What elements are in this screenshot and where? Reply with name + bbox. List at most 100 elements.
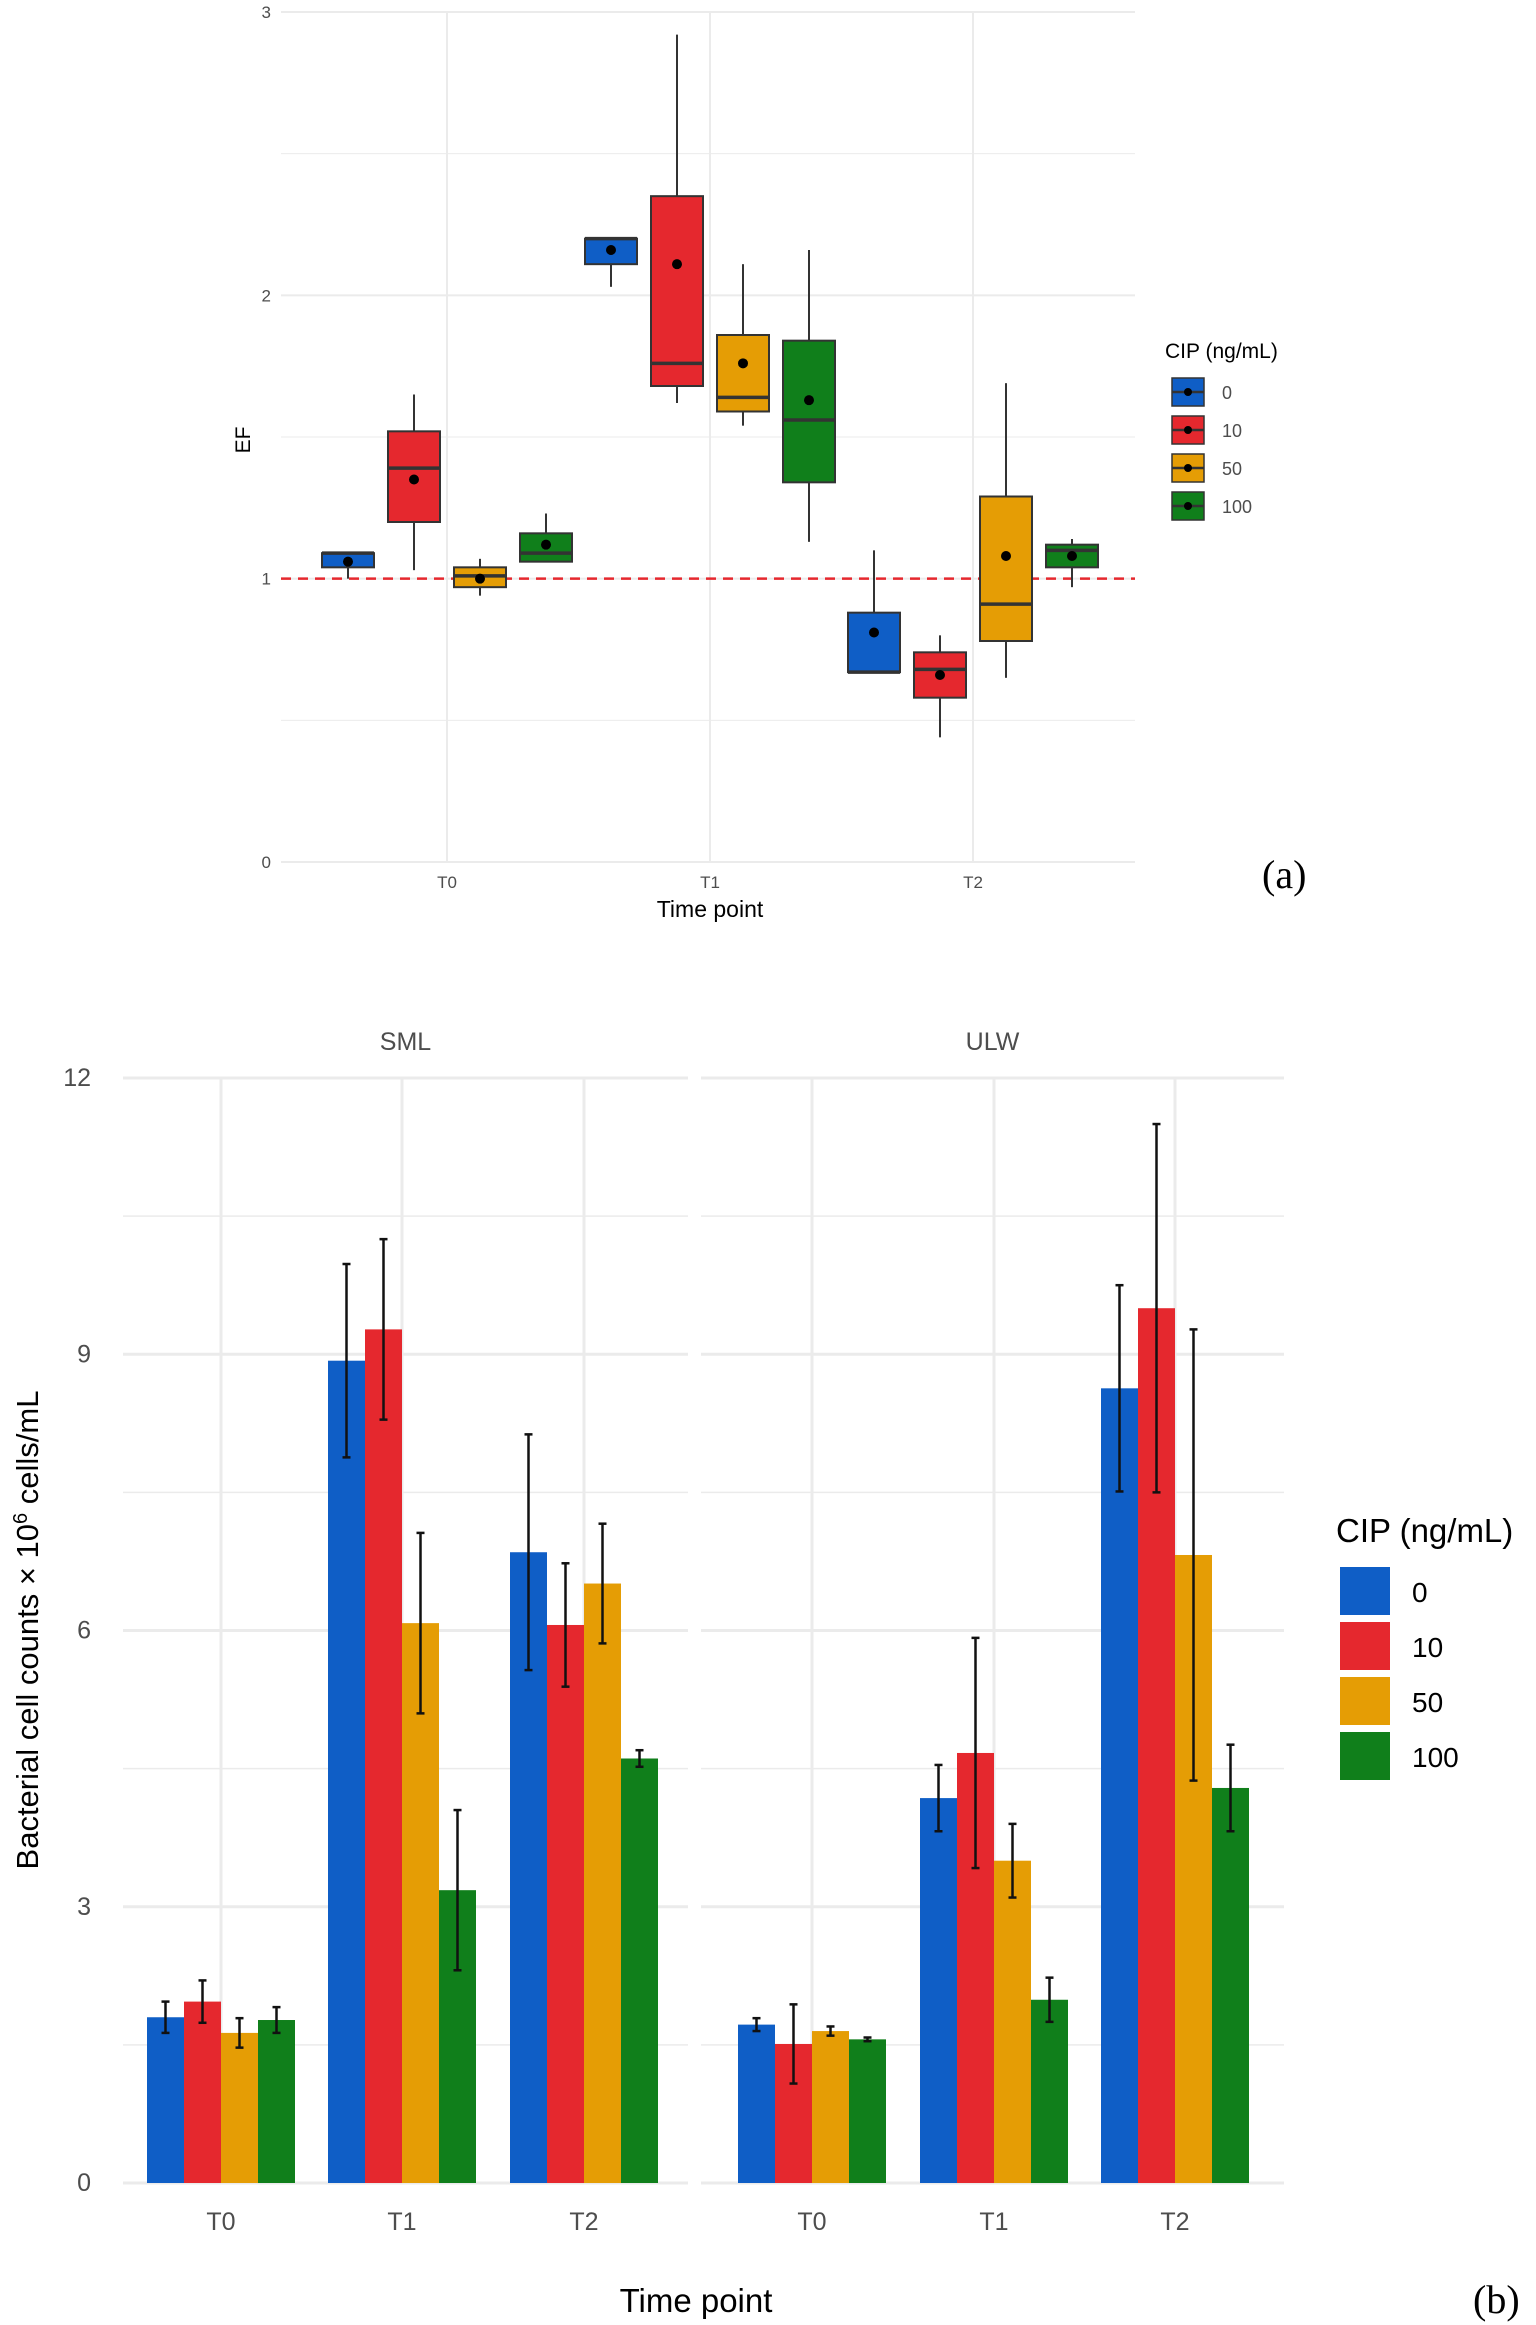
y-axis-title-main: Bacterial cell counts × 10: [10, 1524, 45, 1870]
box-0-T0: [321, 551, 375, 579]
y-axis-title: EF: [232, 427, 255, 454]
y-axis-title: Bacterial cell counts × 106 cells/mL: [10, 1391, 45, 1870]
bar-SML-T0-100: [258, 2020, 295, 2183]
box-10-T0: [387, 394, 441, 571]
error-bar: [1226, 1743, 1235, 1833]
mean-point: [1067, 551, 1077, 561]
error-bar: [598, 1522, 607, 1645]
error-bar: [789, 2003, 798, 2085]
box-body: [716, 334, 770, 413]
error-bar: [1008, 1822, 1017, 1899]
bar-SML-T0-10: [184, 2001, 221, 2183]
error-bar: [1045, 1976, 1054, 2024]
bar-SML-T1-0: [328, 1360, 365, 2183]
x-axis-title: Time point: [657, 896, 764, 922]
box-0-T1: [584, 236, 638, 287]
bar-ULW-T0-0: [738, 2024, 775, 2183]
legend-label: 50: [1412, 1687, 1443, 1718]
x-tick-label: T2: [1160, 2208, 1189, 2236]
bar-ULW-T2-100: [1212, 1787, 1249, 2183]
x-tick-label: T1: [979, 2208, 1008, 2236]
error-bar: [1115, 1283, 1124, 1493]
facet-label: SML: [380, 1028, 432, 1056]
box-body: [782, 339, 836, 484]
box-10-T2: [913, 635, 967, 738]
bar-ULW-T1-0: [920, 1798, 957, 2183]
legend-key: [1340, 1732, 1390, 1780]
x-tick-label: T0: [797, 2208, 826, 2236]
legend-title: CIP (ng/mL): [1165, 340, 1278, 363]
facet-ULW: ULW T0 T1 T2: [701, 1028, 1284, 2236]
error-bar: [826, 2025, 835, 2037]
y-tick-label: 2: [262, 286, 271, 305]
legend-label: 10: [1222, 421, 1242, 441]
x-tick-label: T2: [963, 873, 983, 892]
legend-title: CIP (ng/mL): [1336, 1512, 1513, 1549]
chart-a: 0 1 2 3 T0 T1 T2 Time point EF CIP (ng/mL) 0 10 50 10…: [232, 3, 1306, 922]
y-tick-label: 12: [63, 1064, 91, 1092]
y-tick-label: 0: [262, 853, 271, 872]
error-bar: [379, 1237, 388, 1421]
legend-key-dot: [1184, 464, 1192, 472]
box-100-T1: [782, 250, 836, 542]
mean-point: [343, 556, 353, 567]
box-body: [650, 195, 704, 387]
legend-key-dot: [1184, 426, 1192, 434]
bar-SML-T1-10: [365, 1329, 402, 2183]
error-bar: [635, 1748, 644, 1769]
legend-label: 100: [1222, 497, 1252, 517]
error-bar: [235, 2016, 244, 2049]
error-bar: [1189, 1328, 1198, 1782]
bar-ULW-T2-0: [1101, 1388, 1138, 2183]
facet-label: ULW: [966, 1028, 1020, 1056]
legend-b: CIP (ng/mL) 0 10 50 100: [1336, 1512, 1513, 1780]
legend-label: 0: [1222, 383, 1232, 403]
x-tick-label: T2: [569, 2208, 598, 2236]
error-bar: [524, 1433, 533, 1672]
mean-point: [672, 259, 682, 270]
x-tick-label: T0: [437, 873, 457, 892]
error-bar: [198, 1979, 207, 2025]
facet-SML: SML T0 T1 T2: [123, 1028, 688, 2236]
error-bar: [342, 1262, 351, 1459]
mean-point: [935, 670, 945, 680]
error-bar: [561, 1562, 570, 1688]
mean-point: [738, 358, 748, 369]
error-bar: [161, 2000, 170, 2035]
mean-point: [409, 474, 419, 485]
legend-label: 10: [1412, 1632, 1443, 1663]
bar-SML-T1-50: [402, 1623, 439, 2183]
x-tick-label: T0: [206, 2208, 235, 2236]
error-bar: [272, 2005, 281, 2035]
box-100-T2: [1045, 539, 1099, 588]
y-tick-label: 3: [77, 1893, 91, 1921]
mean-point: [606, 245, 616, 255]
y-tick-label: 3: [262, 3, 271, 22]
bar-SML-T2-50: [584, 1583, 621, 2183]
box-body: [979, 495, 1033, 642]
legend-label: 50: [1222, 459, 1242, 479]
box-0-T2: [847, 550, 901, 674]
bar-ULW-T1-100: [1031, 1999, 1068, 2183]
y-tick-label: 9: [77, 1340, 91, 1368]
box-50-T1: [716, 264, 770, 426]
y-tick-label: 1: [262, 570, 271, 589]
bar-SML-T0-50: [221, 2032, 258, 2183]
y-axis-title-unit: cells/mL: [10, 1391, 45, 1513]
mean-point: [541, 539, 551, 550]
bar-ULW-T0-50: [812, 2031, 849, 2183]
x-tick-label: T1: [700, 873, 720, 892]
mean-point: [804, 395, 814, 406]
error-bar: [863, 2036, 872, 2043]
legend-key: [1340, 1567, 1390, 1615]
legend-a: CIP (ng/mL) 0 10 50 100: [1165, 340, 1278, 521]
legend-key-dot: [1184, 388, 1192, 396]
error-bar: [416, 1531, 425, 1715]
box-10-T1: [650, 34, 704, 403]
bar-SML-T2-10: [547, 1624, 584, 2183]
bar-SML-T2-100: [621, 1758, 658, 2183]
error-bar: [971, 1636, 980, 1870]
y-axis-title-exponent: 6: [10, 1513, 32, 1524]
error-bar: [752, 2016, 761, 2033]
